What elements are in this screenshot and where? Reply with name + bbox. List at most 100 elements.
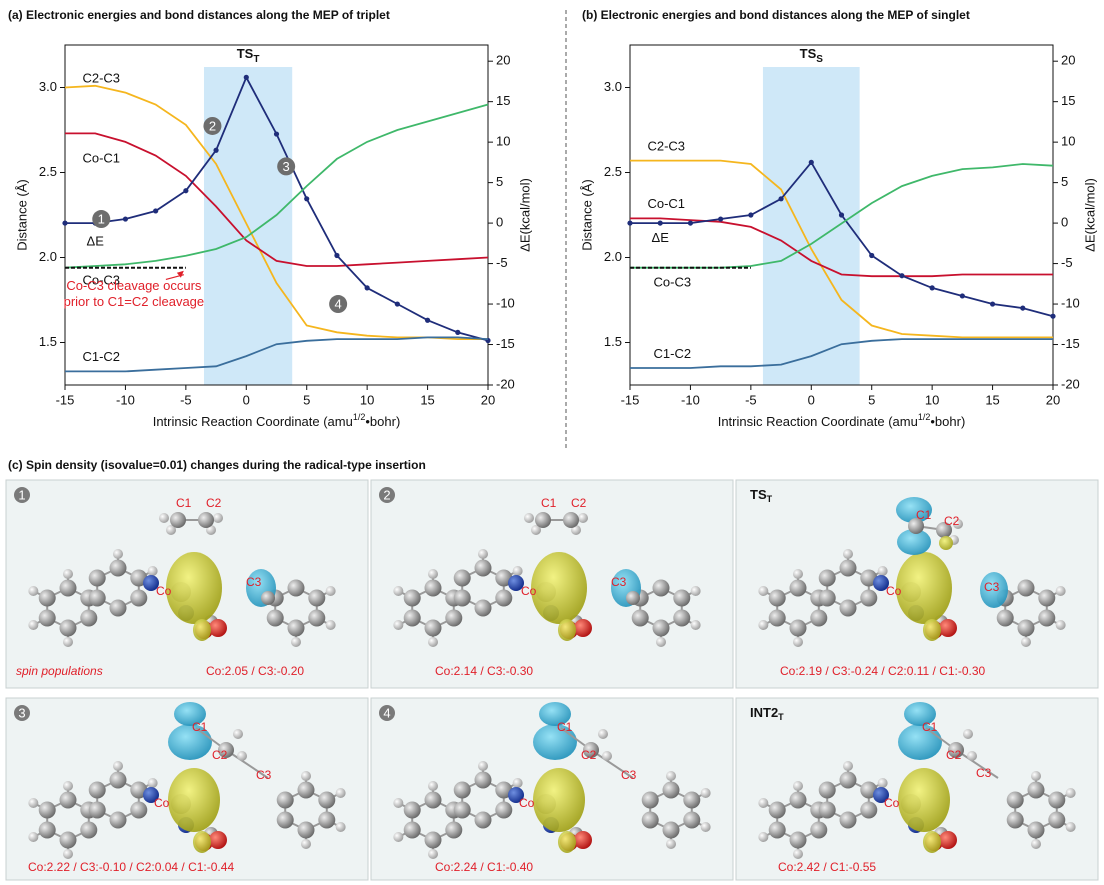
atom-sphere (997, 610, 1014, 627)
y2-tick-label: -20 (1061, 376, 1080, 391)
y2-tick-label: 0 (1061, 215, 1068, 230)
atom-label: C3 (611, 575, 627, 589)
series-marker (213, 148, 218, 153)
atom-sphere (80, 610, 97, 627)
x-tick-label: 15 (985, 392, 999, 407)
atom-label: C1 (916, 508, 932, 522)
x-tick-label: 10 (925, 392, 939, 407)
atom-sphere (790, 832, 807, 849)
figure: (a) Electronic energies and bond distanc… (0, 0, 1104, 885)
atom-sphere (758, 620, 768, 630)
y-tick-label: 3.0 (604, 79, 622, 94)
spin-density (898, 768, 950, 832)
ts-region (763, 67, 860, 385)
atom-sphere (393, 798, 403, 808)
atom-sphere (267, 610, 284, 627)
atom-label: C2 (571, 496, 587, 510)
atom-sphere (524, 513, 534, 523)
atom-sphere (308, 610, 325, 627)
series-marker (718, 216, 723, 221)
x-tick-label: -5 (180, 392, 192, 407)
atom-sphere (60, 832, 77, 849)
series-label: Co-C1 (647, 196, 685, 211)
atom-sphere (39, 822, 56, 839)
panel-marker-sub: T (767, 494, 773, 504)
ts-label: TSS (800, 46, 824, 64)
atom-sphere (28, 798, 38, 808)
atom-sphere (810, 822, 827, 839)
atom-sphere (691, 620, 701, 630)
series-label: C1-C2 (654, 346, 692, 361)
atom-sphere (793, 781, 803, 791)
y2-tick-label: -20 (496, 376, 515, 391)
series-marker (627, 220, 632, 225)
y-tick-label: 3.0 (39, 79, 57, 94)
series-marker (809, 160, 814, 165)
atom-sphere (148, 778, 158, 788)
atom-sphere (63, 569, 73, 579)
atom-sphere (758, 586, 768, 596)
atom-sphere (598, 729, 608, 739)
y2-tick-label: -15 (496, 336, 515, 351)
atom-sphere (89, 782, 106, 799)
spin-density (193, 619, 211, 641)
atom-label: Co (154, 796, 170, 810)
series-marker (153, 208, 158, 213)
atom-sphere (454, 570, 471, 587)
y-tick-label: 1.5 (39, 334, 57, 349)
panel-marker-main: INT2 (750, 705, 778, 720)
atom-sphere (840, 600, 857, 617)
atom-sphere (475, 560, 492, 577)
atom-sphere (1056, 586, 1066, 596)
atom-sphere (277, 812, 294, 829)
atom-sphere (1007, 812, 1024, 829)
atom-sphere (28, 832, 38, 842)
series-marker (658, 220, 663, 225)
atom-sphere (213, 513, 223, 523)
atom-sphere (130, 802, 147, 819)
atom-sphere (1018, 620, 1035, 637)
series-marker (455, 330, 460, 335)
atom-label: C3 (246, 575, 262, 589)
atom-sphere (89, 570, 106, 587)
spin-panel: TSTC1C2CoC3Co:2.19 / C3:-0.24 / C2:0.11 … (736, 480, 1098, 688)
atom-sphere (653, 620, 670, 637)
x-tick-label: 20 (1046, 392, 1060, 407)
atom-sphere (326, 586, 336, 596)
x-axis-label-part: 1/2 (918, 412, 931, 422)
atom-sphere (758, 798, 768, 808)
panel-marker: 3 (18, 705, 25, 720)
atom-label: C3 (621, 768, 637, 782)
atom-sphere (198, 512, 214, 528)
ts-label-main: TS (237, 46, 254, 61)
series-marker (304, 196, 309, 201)
atom-sphere (308, 590, 325, 607)
series-marker (62, 220, 67, 225)
atom-sphere (475, 812, 492, 829)
note: Co-C3 cleavage occurs (66, 278, 202, 293)
x-axis-label: Intrinsic Reaction Coordinate (amu1/2•bo… (718, 412, 966, 429)
spin-density (896, 552, 952, 624)
atom-sphere (113, 761, 123, 771)
y-axis-label: Distance (Å) (579, 179, 594, 251)
atom-sphere (404, 822, 421, 839)
spin-caption: Co:2.19 / C3:-0.24 / C2:0.11 / C1:-0.30 (780, 664, 986, 678)
atom-sphere (454, 782, 471, 799)
atom-sphere (393, 832, 403, 842)
series-marker (748, 212, 753, 217)
atom-sphere (475, 600, 492, 617)
atom-sphere (393, 620, 403, 630)
atom-sphere (318, 792, 335, 809)
atom-sphere (63, 781, 73, 791)
atom-sphere (336, 822, 346, 832)
atom-sphere (642, 792, 659, 809)
atom-sphere (110, 600, 127, 617)
x-tick-label: -15 (56, 392, 75, 407)
atom-sphere (563, 512, 579, 528)
x-tick-label: 15 (420, 392, 434, 407)
ts-label: TST (237, 46, 260, 64)
atom-sphere (89, 802, 106, 819)
atom-sphere (1018, 580, 1035, 597)
